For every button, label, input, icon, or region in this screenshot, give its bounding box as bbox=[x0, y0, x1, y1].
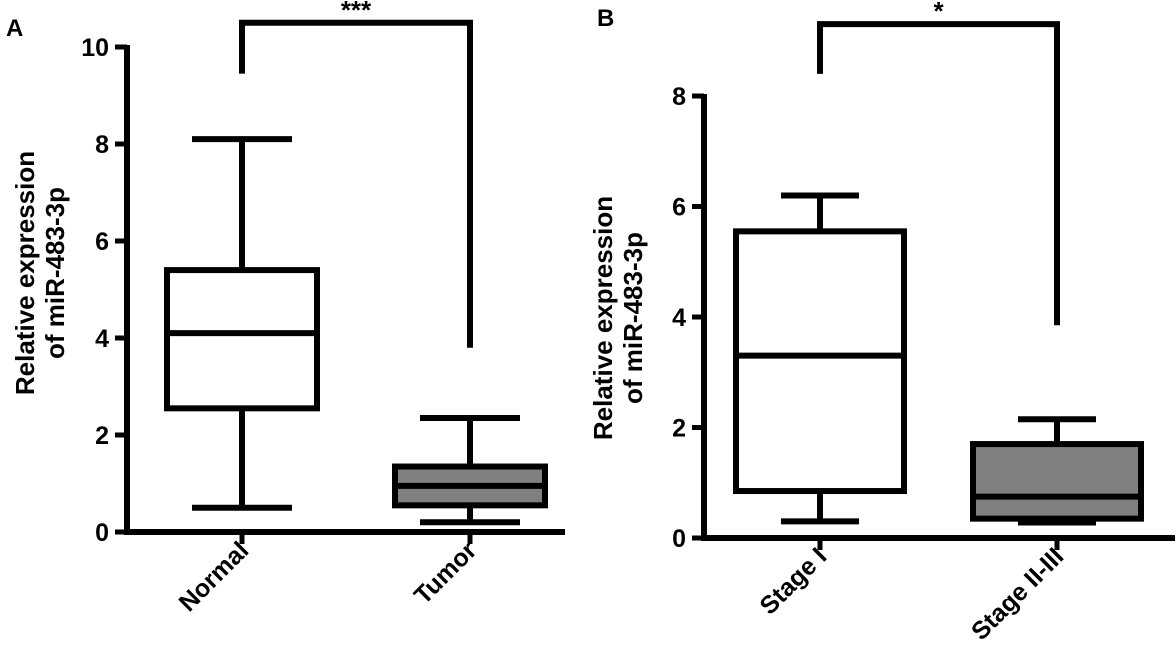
significance-label: *** bbox=[341, 0, 372, 25]
y-tick-label: 0 bbox=[672, 525, 686, 553]
y-tick-label: 6 bbox=[672, 194, 686, 222]
y-tick-label: 0 bbox=[95, 519, 109, 547]
y-axis-label-b-line2: of miR-483-3p bbox=[618, 232, 648, 404]
y-tick-label: 10 bbox=[81, 34, 109, 62]
significance-label: * bbox=[933, 0, 944, 26]
y-tick-label: 6 bbox=[95, 228, 109, 256]
box-stage-i bbox=[733, 228, 907, 495]
y-axis-label-b-line1: Relative expression bbox=[588, 196, 618, 440]
panel-b: B Relative expression of miR-483-3p 0 2 4 6… bbox=[588, 0, 1175, 646]
box-stage-ii-iii bbox=[970, 441, 1144, 522]
x-tick-label: Tumor bbox=[409, 536, 483, 610]
y-tick-label: 4 bbox=[95, 325, 109, 353]
box-normal bbox=[164, 267, 320, 412]
plot-area-a: 0 2 4 6 8 10 Normal Tumor *** bbox=[81, 0, 565, 617]
y-axis-label-a-line1: Relative expression bbox=[10, 151, 40, 395]
x-tick-label: Stage II-III bbox=[966, 542, 1069, 645]
y-tick-label: 8 bbox=[672, 83, 686, 111]
significance-bracket bbox=[239, 19, 473, 348]
y-tick-label: 2 bbox=[672, 415, 686, 443]
y-tick-label: 4 bbox=[672, 304, 686, 332]
significance-bracket bbox=[817, 21, 1060, 326]
panel-label-b: B bbox=[597, 5, 614, 32]
x-tick-label: Normal bbox=[174, 536, 255, 617]
x-tick-label: Stage I bbox=[754, 542, 832, 620]
panel-a: A Relative expression of miR-483-3p 0 2 4 6… bbox=[6, 0, 565, 617]
panel-label-a: A bbox=[6, 15, 23, 42]
plot-area-b: 0 2 4 6 8 Stage I Stage II-III * bbox=[672, 0, 1175, 646]
y-axis-label-a-line2: of miR-483-3p bbox=[40, 187, 70, 359]
y-tick-label: 2 bbox=[95, 422, 109, 450]
y-tick-label: 8 bbox=[95, 131, 109, 159]
